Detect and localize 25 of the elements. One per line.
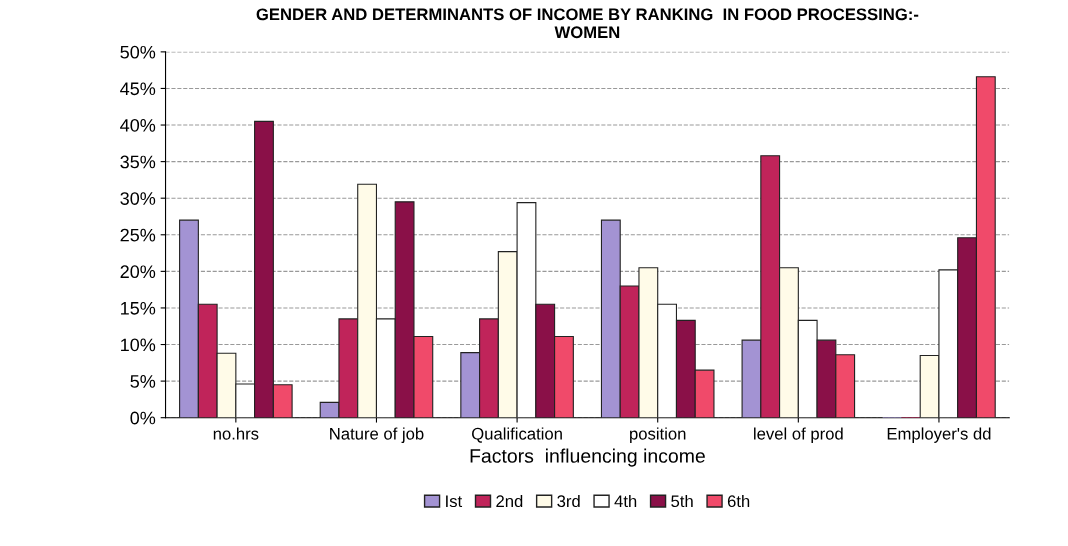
legend-label: Ist xyxy=(446,495,463,508)
y-tick-label: 40% xyxy=(120,118,156,132)
y-tick-label: 25% xyxy=(120,228,156,242)
y-tick-label: 5% xyxy=(130,375,156,388)
y-tick-label: 15% xyxy=(121,301,156,315)
legend-label: 2nd xyxy=(496,494,523,508)
legend-label: 5th xyxy=(671,494,693,508)
x-tick-label: no.hrs xyxy=(213,427,259,440)
y-tick-label: 30% xyxy=(120,192,156,205)
x-tick-label: level of prod xyxy=(754,427,843,443)
x-tick-label: Qualification xyxy=(472,427,562,443)
y-tick-label: 50% xyxy=(120,45,156,59)
legend-label: 4th xyxy=(614,494,637,508)
legend-label: 3rd xyxy=(557,494,580,508)
y-tick-label: 10% xyxy=(121,338,156,352)
chart-title: GENDER AND DETERMINANTS OF INCOME BY RANKING IN FOOD PROCESSING:- WOMEN xyxy=(256,8,919,39)
y-tick-label: 35% xyxy=(120,155,156,169)
x-tick-label: position xyxy=(630,427,686,443)
y-tick-label: 45% xyxy=(120,82,156,96)
legend-label: 6th xyxy=(727,494,750,508)
y-tick-label: 20% xyxy=(120,265,156,279)
x-tick-label: Nature of job xyxy=(330,427,424,443)
x-tick-label: Employer's dd xyxy=(887,427,991,443)
x-axis-title: Factors influencing income xyxy=(470,448,705,467)
y-tick-label: 0% xyxy=(130,411,156,425)
